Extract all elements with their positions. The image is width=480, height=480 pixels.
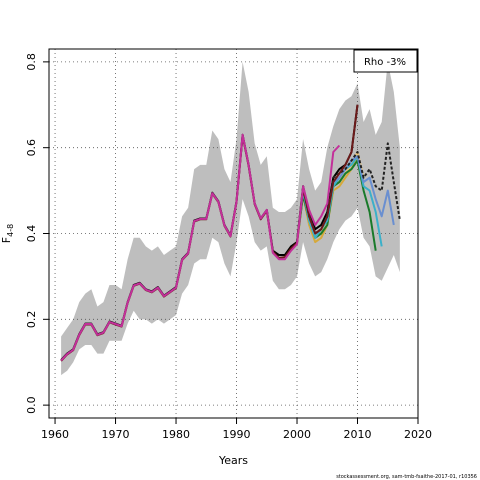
x-tick-label: 1980 xyxy=(162,428,190,441)
grid-layer xyxy=(49,49,419,418)
y-tick-label: 0.4 xyxy=(25,225,38,243)
x-tick-label: 1960 xyxy=(41,428,69,441)
y-tick-label: 0.8 xyxy=(25,53,38,71)
confidence-band xyxy=(61,61,400,376)
x-axis-title: Years xyxy=(218,454,248,467)
x-tick-label: 2010 xyxy=(344,428,372,441)
y-tick-label: 0.0 xyxy=(25,396,38,414)
y-tick-label: 0.2 xyxy=(25,311,38,329)
source-credit: stockassessment.org, sam-tmb-fsaithe-201… xyxy=(336,474,477,480)
x-tick-label: 1990 xyxy=(223,428,251,441)
series-line-9 xyxy=(60,133,341,362)
x-tick-label: 2000 xyxy=(283,428,311,441)
axis-layer: 1960 1970 1980 1990 2000 2010 2020 0.0 0.2 0.4 0.6… xyxy=(25,53,432,441)
y-tick-label: 0.6 xyxy=(25,139,38,157)
y-axis-title-sub: 4-8 xyxy=(6,224,15,237)
legend-label: Rho -3% xyxy=(364,57,406,68)
y-axis-title: F4-8 xyxy=(0,224,15,243)
x-tick-label: 1970 xyxy=(102,428,130,441)
x-tick-label: 2020 xyxy=(404,428,432,441)
legend-box xyxy=(353,49,418,73)
series-layer xyxy=(60,104,401,362)
confidence-band-layer xyxy=(61,61,400,376)
legend: Rho -3% xyxy=(353,49,418,73)
y-axis-title-main: F xyxy=(0,237,13,243)
